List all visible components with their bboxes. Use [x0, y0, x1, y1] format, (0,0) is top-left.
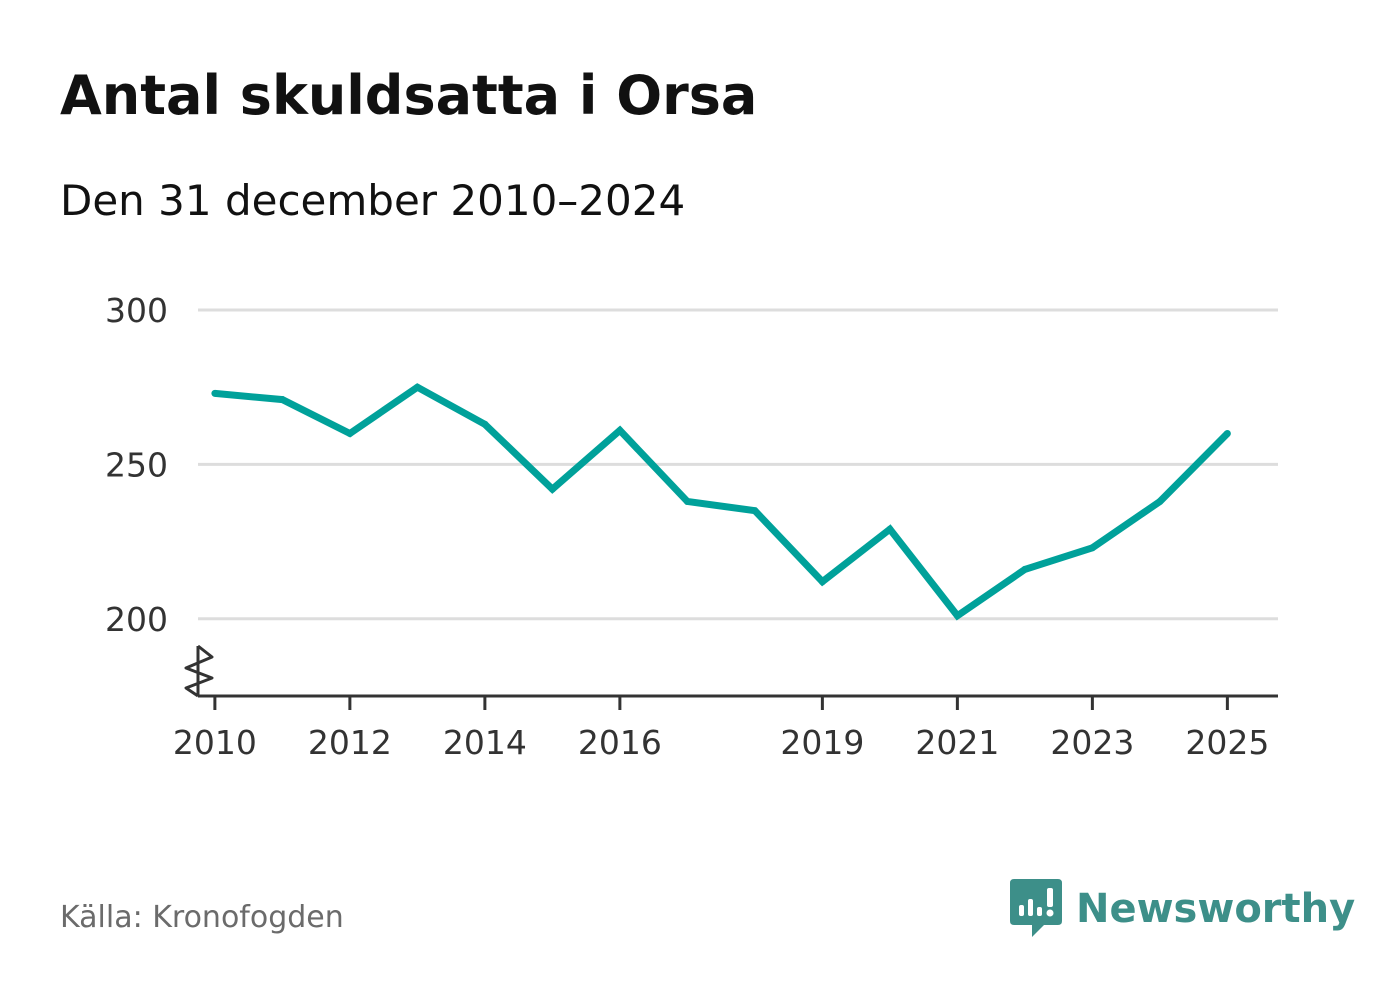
- x-tick-label-2021: 2021: [915, 723, 999, 762]
- y-tick-label-250: 250: [105, 445, 168, 484]
- source-note: Källa: Kronofogden: [60, 900, 344, 935]
- data-point-2025: [1223, 430, 1231, 438]
- data-point-2019: [818, 578, 826, 586]
- data-point-2015: [548, 485, 556, 493]
- grid-layer: [198, 308, 1278, 621]
- data-point-2020: [886, 525, 894, 533]
- x-tick-label-2012: 2012: [308, 723, 392, 762]
- x-tick-label-2025: 2025: [1185, 723, 1269, 762]
- y-tick-label-200: 200: [105, 600, 168, 639]
- x-tick-label-2019: 2019: [780, 723, 864, 762]
- brand-name: Newsworthy: [1076, 886, 1356, 932]
- data-point-2023: [1088, 544, 1096, 552]
- data-point-2022: [1021, 565, 1029, 573]
- data-point-2013: [413, 383, 421, 391]
- chart-title: Antal skuldsatta i Orsa: [60, 64, 758, 127]
- axis-break-icon: [184, 644, 214, 698]
- data-point-2011: [278, 396, 286, 404]
- data-point-2021: [953, 612, 961, 620]
- x-tick-label-2016: 2016: [578, 723, 662, 762]
- y-tick-label-300: 300: [105, 291, 168, 330]
- data-point-2016: [616, 426, 624, 434]
- chart-subtitle: Den 31 december 2010–2024: [60, 176, 686, 225]
- axis-layer: [184, 644, 1278, 710]
- label-layer: 200 250 300 2010 2012 2014 2016 2019 2021 2023 202…: [105, 291, 1269, 762]
- data-point-2017: [683, 497, 691, 505]
- series-layer: [211, 383, 1231, 621]
- x-tick-label-2014: 2014: [443, 723, 527, 762]
- data-point-2014: [481, 420, 489, 428]
- data-point-2012: [346, 430, 354, 438]
- data-point-2018: [751, 507, 759, 515]
- data-point-2010: [211, 389, 219, 397]
- x-tick-label-2010: 2010: [173, 723, 257, 762]
- series-line-0: [214, 383, 1230, 621]
- brand-logo: Newsworthy: [1010, 878, 1355, 940]
- data-point-2024: [1156, 497, 1164, 505]
- newsworthy-logo-icon: [1010, 879, 1062, 937]
- x-tick-label-2023: 2023: [1050, 723, 1134, 762]
